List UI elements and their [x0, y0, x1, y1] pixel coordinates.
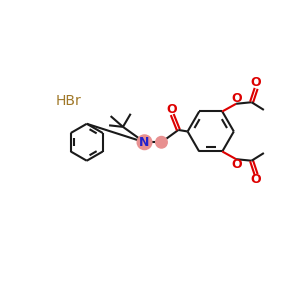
Circle shape	[137, 135, 152, 150]
Text: O: O	[166, 103, 177, 116]
Text: O: O	[232, 158, 242, 171]
Text: O: O	[251, 76, 262, 89]
Text: HBr: HBr	[55, 94, 81, 108]
Text: O: O	[232, 92, 242, 105]
Circle shape	[156, 136, 167, 148]
Text: O: O	[251, 173, 262, 187]
Text: N: N	[139, 136, 150, 149]
